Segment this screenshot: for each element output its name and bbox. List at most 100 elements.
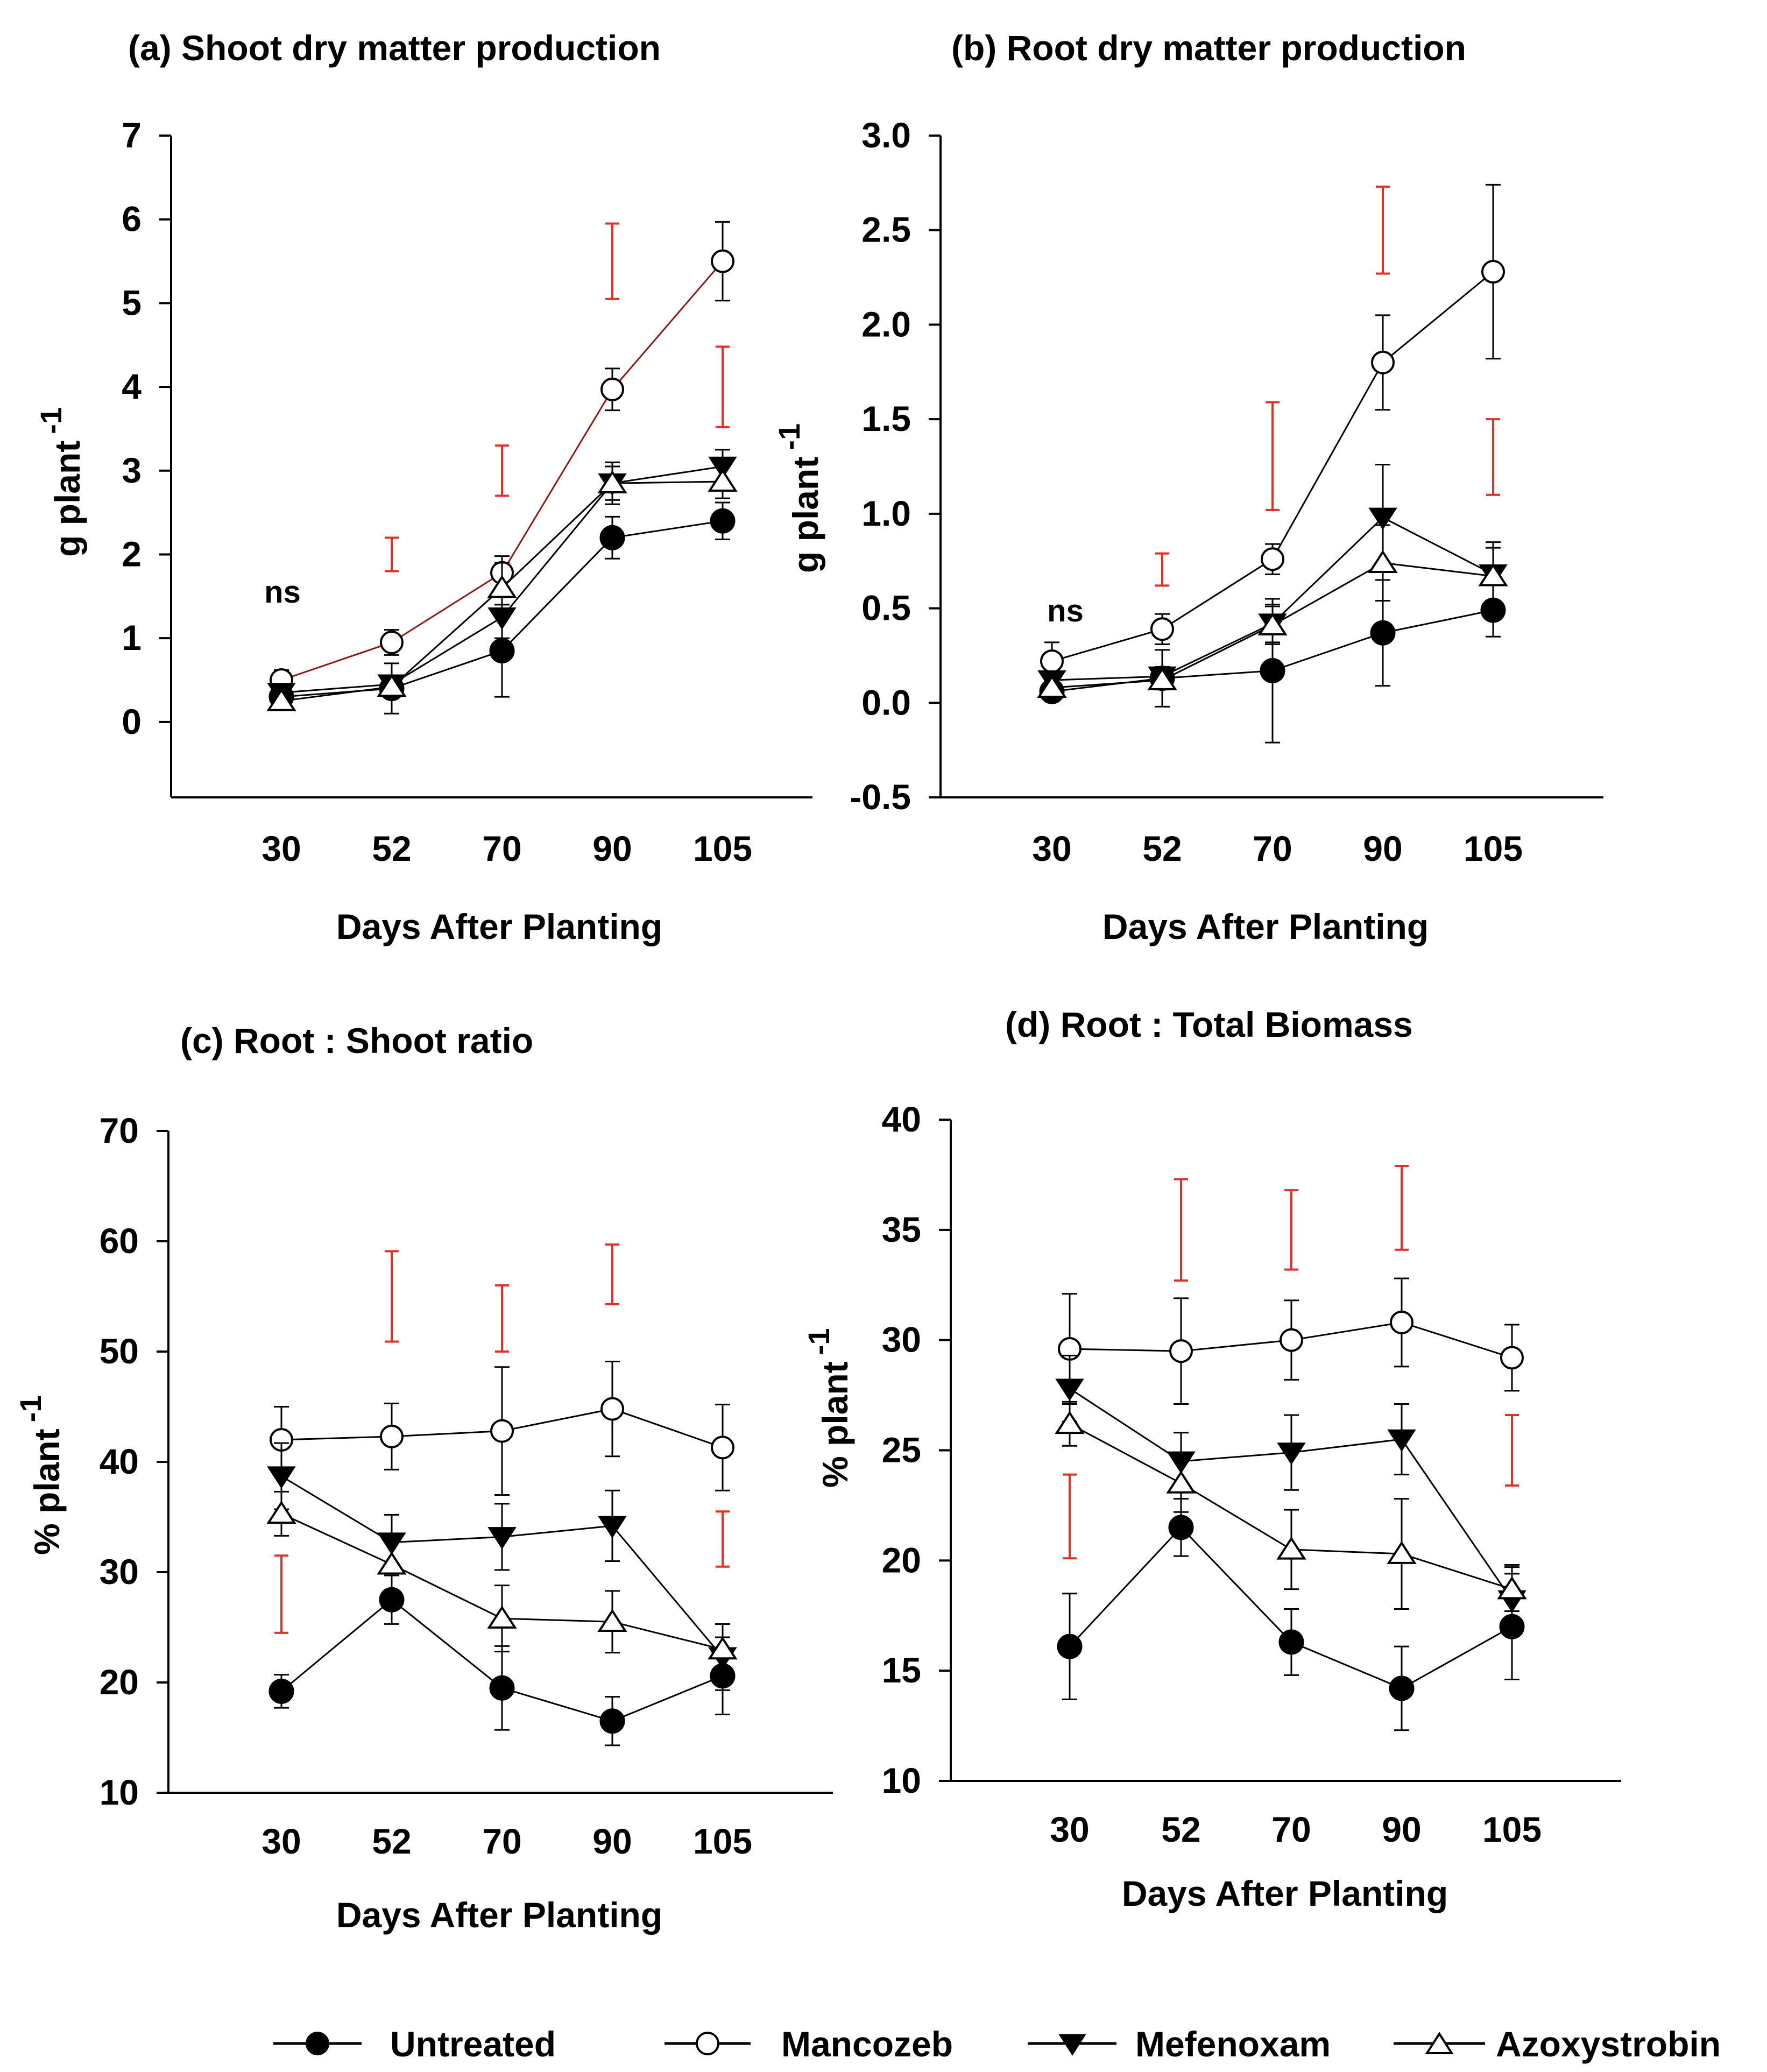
x-tick-label: 30 <box>261 1821 301 1861</box>
lsd-bar <box>605 222 619 300</box>
x-tick-label: 52 <box>1161 1809 1200 1849</box>
lsd-bar <box>1486 418 1500 496</box>
azoxystrobin-point <box>1037 675 1067 698</box>
x-tick-label: 70 <box>482 829 521 868</box>
untreated-point <box>1168 1515 1194 1540</box>
mancozeb-point <box>1481 260 1505 284</box>
mefenoxam-point <box>487 1527 517 1550</box>
legend-label: Mefenoxam <box>1135 2024 1331 2064</box>
mefenoxam-point <box>598 1516 627 1539</box>
x-tick-label: 90 <box>592 1821 632 1861</box>
y-tick-label: 2.0 <box>861 304 911 344</box>
y-tick-label: 3.0 <box>861 115 911 155</box>
y-axis-label-sup: -1 <box>13 1396 47 1423</box>
x-axis-label: Days After Planting <box>336 1895 662 1935</box>
chart-title: (c) Root : Shoot ratio <box>180 1021 533 1060</box>
y-tick-label: 4 <box>122 366 142 406</box>
mancozeb-point <box>380 630 404 654</box>
y-tick-label: 2.5 <box>861 210 911 250</box>
mefenoxam-point <box>1387 1429 1416 1452</box>
mancozeb-point <box>380 1424 404 1448</box>
lsd-bar <box>495 1284 509 1353</box>
mancozeb-point <box>1390 1310 1413 1334</box>
y-tick-label: 3 <box>122 450 142 490</box>
series-mefenoxam <box>1055 1354 1526 1637</box>
untreated-point <box>710 508 736 534</box>
y-axis-label-text: g plant <box>786 457 825 573</box>
lsd-bar <box>1063 1473 1077 1560</box>
legend-item-azoxystrobin: Azoxystrobin <box>1394 2024 1721 2064</box>
untreated-point <box>599 1708 625 1734</box>
mancozeb-point <box>1261 547 1284 571</box>
untreated-point <box>489 638 515 664</box>
x-axis-label: Days After Planting <box>1102 907 1429 946</box>
chart-title: (d) Root : Total Biomass <box>1005 1005 1413 1044</box>
y-tick-label: 40 <box>100 1441 139 1481</box>
azoxystrobin-point <box>487 575 517 598</box>
untreated-point <box>1278 1629 1304 1655</box>
legend-label: Mancozeb <box>781 2024 953 2064</box>
x-tick-label: 52 <box>372 829 411 868</box>
legend-item-untreated: Untreated <box>273 2024 556 2064</box>
mancozeb-point <box>1371 350 1395 374</box>
azoxystrobin-point <box>1166 1470 1196 1494</box>
azoxystrobin-point <box>266 1501 296 1524</box>
y-tick-label: 70 <box>100 1111 139 1150</box>
lsd-bar <box>385 536 399 572</box>
mancozeb-point <box>600 1397 624 1421</box>
y-tick-label: 40 <box>882 1099 921 1139</box>
y-tick-label: 2 <box>122 534 142 574</box>
azoxystrobin-point <box>708 1636 738 1660</box>
x-tick-label: 90 <box>1382 1809 1421 1849</box>
y-tick-label: 0.5 <box>861 588 911 628</box>
lsd-bar <box>716 1510 730 1568</box>
y-axis-label-text: % plant <box>27 1429 67 1555</box>
y-tick-label: 30 <box>100 1552 139 1592</box>
azoxystrobin-point <box>377 674 407 697</box>
series-azoxystrobin <box>266 1490 738 1676</box>
azoxystrobin-point <box>1497 1576 1527 1600</box>
untreated-point <box>599 525 625 550</box>
panel-root-total-biomass: (d) Root : Total Biomass Days After Plan… <box>802 1005 1621 1913</box>
untreated-point <box>1370 620 1396 646</box>
lsd-bar <box>1174 1178 1188 1282</box>
untreated-point <box>1389 1675 1415 1701</box>
lsd-bar <box>385 1250 399 1343</box>
untreated-point <box>1057 1633 1083 1659</box>
y-tick-label: 10 <box>100 1772 139 1812</box>
mancozeb-point <box>1040 649 1064 673</box>
lsd-bar <box>1266 401 1280 511</box>
y-tick-label: 5 <box>122 282 142 322</box>
mancozeb-point <box>1500 1346 1524 1370</box>
y-tick-label: 35 <box>882 1210 921 1249</box>
series-azoxystrobin <box>1055 1401 1527 1613</box>
y-tick-label: 1.5 <box>861 399 911 439</box>
x-axis-label: Days After Planting <box>1122 1873 1448 1913</box>
legend-label: Azoxystrobin <box>1496 2024 1721 2064</box>
lsd-bar <box>495 444 509 497</box>
azoxystrobin-point <box>1368 550 1398 574</box>
y-axis-label-sup: -1 <box>34 407 68 434</box>
legend-label: Untreated <box>390 2024 556 2064</box>
x-tick-label: 105 <box>1464 829 1523 868</box>
series-untreated <box>1057 1498 1525 1731</box>
x-tick-label: 52 <box>1142 829 1182 868</box>
mancozeb-point <box>711 249 734 273</box>
y-axis-label-text: % plant <box>815 1361 855 1488</box>
azoxystrobin-point <box>266 688 296 711</box>
azoxystrobin-point <box>597 470 627 493</box>
legend-item-mancozeb: Mancozeb <box>665 2024 953 2064</box>
x-tick-label: 70 <box>482 1821 521 1861</box>
azoxystrobin-point <box>1276 1536 1306 1560</box>
lsd-bar <box>1395 1165 1409 1251</box>
series-mancozeb <box>1058 1277 1524 1405</box>
y-axis-label: g plant -1 <box>772 423 825 573</box>
lsd-bar <box>274 1554 288 1634</box>
x-tick-label: 70 <box>1271 1809 1311 1849</box>
lsd-bar <box>1155 552 1169 587</box>
y-axis-label-text: g plant <box>47 441 87 557</box>
y-tick-label: 50 <box>100 1331 139 1371</box>
y-tick-label: 20 <box>882 1540 921 1580</box>
lsd-bar <box>716 345 730 428</box>
mancozeb-point <box>1150 617 1174 641</box>
